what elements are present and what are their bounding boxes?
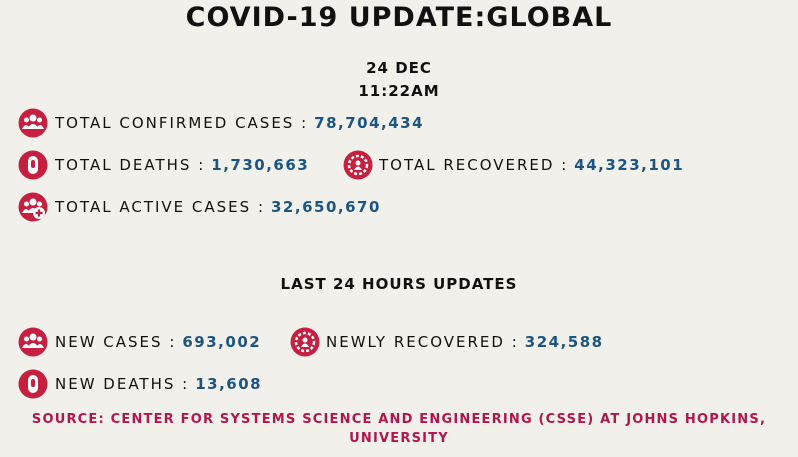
stat-label: TOTAL CONFIRMED CASES : <box>55 114 309 132</box>
stat-value: 32,650,670 <box>271 198 381 216</box>
new-deaths-icon <box>18 369 48 399</box>
page-title: COVID-19 UPDATE:GLOBAL <box>185 2 613 33</box>
newly-recovered-icon <box>290 327 320 357</box>
section-title: LAST 24 HOURS UPDATES <box>280 275 518 293</box>
stat-label: TOTAL RECOVERED : <box>379 156 569 174</box>
stat-value: 1,730,663 <box>211 156 310 174</box>
stat-value: 13,608 <box>195 375 263 393</box>
stat-value: 324,588 <box>524 333 604 351</box>
new-cases-icon <box>18 327 48 357</box>
stat-row: NEW DEATHS : 13,608 <box>55 374 262 394</box>
stat-label: NEWLY RECOVERED : <box>326 333 519 351</box>
stat-label: NEW DEATHS : <box>55 375 190 393</box>
stat-row: TOTAL ACTIVE CASES : 32,650,670 <box>55 197 381 217</box>
stat-row: NEWLY RECOVERED : 324,588 <box>326 332 604 352</box>
date: 24 DEC <box>366 59 432 77</box>
stat-value: 44,323,101 <box>574 156 685 174</box>
stat-label: TOTAL ACTIVE CASES : <box>55 198 265 216</box>
stat-row: TOTAL DEATHS : 1,730,663 <box>55 155 309 175</box>
stat-row: TOTAL RECOVERED : 44,323,101 <box>379 155 684 175</box>
confirmed-icon <box>18 108 48 138</box>
stat-value: 78,704,434 <box>314 114 425 132</box>
recovered-icon <box>343 150 373 180</box>
stat-label: TOTAL DEATHS : <box>55 156 206 174</box>
stat-row: TOTAL CONFIRMED CASES : 78,704,434 <box>55 113 424 133</box>
stat-row: NEW CASES : 693,002 <box>55 332 261 352</box>
stat-value: 693,002 <box>182 333 262 351</box>
time: 11:22AM <box>358 82 440 100</box>
deaths-icon <box>18 150 48 180</box>
source-note: SOURCE: CENTER FOR SYSTEMS SCIENCE AND E… <box>31 412 767 446</box>
active-icon <box>18 192 48 222</box>
stat-label: NEW CASES : <box>55 333 177 351</box>
